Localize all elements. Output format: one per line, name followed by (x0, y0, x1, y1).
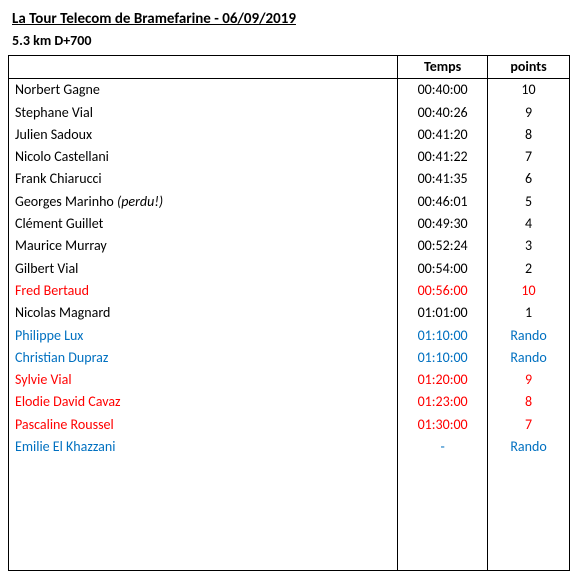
cell-empty (488, 503, 570, 525)
cell-empty (398, 548, 488, 571)
cell-name: Clément Guillet (9, 213, 398, 235)
cell-name: Norbert Gagne (9, 79, 398, 102)
table-row-empty (9, 548, 570, 571)
table-header-row: Temps points (9, 56, 570, 79)
cell-name: Fred Bertaud (9, 280, 398, 302)
table-row: Sylvie Vial01:20:009 (9, 369, 570, 391)
cell-time: 01:10:00 (398, 325, 488, 347)
cell-time: 01:10:00 (398, 347, 488, 369)
page-title: La Tour Telecom de Bramefarine - 06/09/2… (8, 8, 572, 30)
table-row: Pascaline Roussel01:30:007 (9, 414, 570, 436)
cell-empty (398, 458, 488, 480)
table-row: Christian Dupraz01:10:00Rando (9, 347, 570, 369)
cell-points: 8 (488, 391, 570, 413)
cell-name: Georges Marinho (perdu!) (9, 191, 398, 213)
col-header-name (9, 56, 398, 79)
cell-points: 2 (488, 258, 570, 280)
table-row: Emilie El Khazzani-Rando (9, 436, 570, 458)
cell-points: 1 (488, 302, 570, 324)
table-row: Norbert Gagne00:40:0010 (9, 79, 570, 102)
table-row: Frank Chiarucci00:41:356 (9, 168, 570, 190)
cell-empty (398, 525, 488, 547)
table-row: Nicolo Castellani00:41:227 (9, 146, 570, 168)
cell-name: Elodie David Cavaz (9, 391, 398, 413)
cell-empty (398, 503, 488, 525)
cell-points: 10 (488, 280, 570, 302)
cell-empty (9, 525, 398, 547)
cell-name: Nicolo Castellani (9, 146, 398, 168)
table-row: Gilbert Vial00:54:002 (9, 258, 570, 280)
cell-time: 00:49:30 (398, 213, 488, 235)
table-row: Stephane Vial00:40:269 (9, 102, 570, 124)
cell-time: 00:52:24 (398, 235, 488, 257)
cell-name: Maurice Murray (9, 235, 398, 257)
table-row-empty (9, 481, 570, 503)
cell-time: 00:54:00 (398, 258, 488, 280)
table-row: Nicolas Magnard01:01:001 (9, 302, 570, 324)
cell-points: 8 (488, 124, 570, 146)
cell-time: 01:01:00 (398, 302, 488, 324)
cell-points: 5 (488, 191, 570, 213)
table-row-empty (9, 503, 570, 525)
cell-empty (9, 481, 398, 503)
cell-time: 01:30:00 (398, 414, 488, 436)
cell-name: Emilie El Khazzani (9, 436, 398, 458)
cell-time: - (398, 436, 488, 458)
cell-name: Stephane Vial (9, 102, 398, 124)
cell-points: 9 (488, 369, 570, 391)
table-row: Georges Marinho (perdu!)00:46:015 (9, 191, 570, 213)
page-subtitle: 5.3 km D+700 (8, 30, 572, 55)
cell-points: 9 (488, 102, 570, 124)
cell-time: 01:20:00 (398, 369, 488, 391)
table-row: Elodie David Cavaz01:23:008 (9, 391, 570, 413)
cell-points: Rando (488, 347, 570, 369)
cell-points: Rando (488, 325, 570, 347)
table-row: Clément Guillet00:49:304 (9, 213, 570, 235)
cell-name: Pascaline Roussel (9, 414, 398, 436)
results-table: Temps points Norbert Gagne00:40:0010Step… (8, 55, 570, 571)
cell-empty (488, 458, 570, 480)
cell-points: 10 (488, 79, 570, 102)
cell-name: Gilbert Vial (9, 258, 398, 280)
cell-time: 00:40:00 (398, 79, 488, 102)
cell-points: 7 (488, 414, 570, 436)
cell-time: 00:56:00 (398, 280, 488, 302)
cell-name-note: (perdu!) (114, 193, 163, 210)
cell-name: Philippe Lux (9, 325, 398, 347)
cell-name: Nicolas Magnard (9, 302, 398, 324)
cell-points: Rando (488, 436, 570, 458)
cell-empty (488, 548, 570, 571)
cell-time: 00:41:22 (398, 146, 488, 168)
table-row-empty (9, 525, 570, 547)
cell-points: 4 (488, 213, 570, 235)
cell-name: Julien Sadoux (9, 124, 398, 146)
cell-name: Frank Chiarucci (9, 168, 398, 190)
cell-points: 6 (488, 168, 570, 190)
cell-empty (398, 481, 488, 503)
table-row: Philippe Lux01:10:00Rando (9, 325, 570, 347)
cell-time: 00:41:20 (398, 124, 488, 146)
cell-time: 01:23:00 (398, 391, 488, 413)
table-row: Maurice Murray00:52:243 (9, 235, 570, 257)
cell-points: 7 (488, 146, 570, 168)
cell-time: 00:41:35 (398, 168, 488, 190)
cell-time: 00:46:01 (398, 191, 488, 213)
col-header-time: Temps (398, 56, 488, 79)
cell-empty (488, 481, 570, 503)
cell-empty (9, 458, 398, 480)
cell-empty (9, 503, 398, 525)
cell-name: Sylvie Vial (9, 369, 398, 391)
cell-empty (488, 525, 570, 547)
cell-time: 00:40:26 (398, 102, 488, 124)
table-row-empty (9, 458, 570, 480)
cell-points: 3 (488, 235, 570, 257)
table-row: Fred Bertaud00:56:0010 (9, 280, 570, 302)
cell-name: Christian Dupraz (9, 347, 398, 369)
table-row: Julien Sadoux00:41:208 (9, 124, 570, 146)
col-header-points: points (488, 56, 570, 79)
cell-empty (9, 548, 398, 571)
